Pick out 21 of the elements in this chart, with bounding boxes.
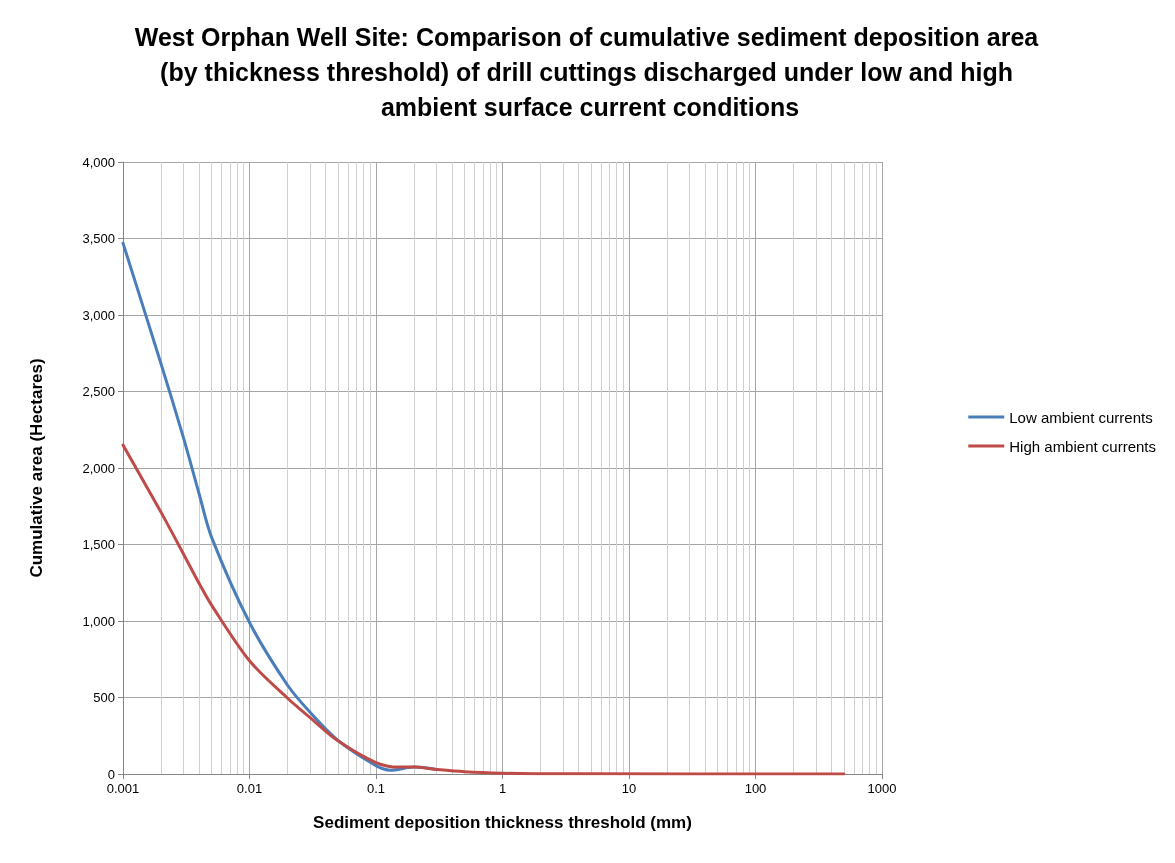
y-tick-label: 0 [107, 766, 115, 782]
y-tick-label: 1,000 [82, 613, 115, 629]
y-tick-label: 500 [93, 690, 115, 705]
y-tick-label: 2,500 [82, 384, 115, 399]
chart-title: West Orphan Well Site: Comparison of cumulative sediment deposition area (by thickness threshold) of drill cuttings discharged under low and high ambient surface current conditions [134, 22, 1046, 121]
y-tick-label: 2,000 [82, 460, 115, 476]
x-tick-label: 100 [744, 781, 767, 796]
x-axis-title: Sediment deposition thickness threshold (mm) [313, 813, 692, 832]
y-axis-title: Cumulative area (Hectares) [27, 358, 46, 578]
y-tick-label: 3,500 [82, 231, 115, 246]
legend-label: Low ambient currents [1009, 408, 1153, 426]
x-tick-label: 0.01 [236, 781, 263, 796]
x-tick-label: 0.1 [366, 781, 386, 796]
y-tick-label: 1,500 [82, 537, 115, 552]
y-tick-label: 3,000 [82, 307, 115, 323]
x-tick-label: 1 [498, 781, 507, 796]
x-tick-label: 10 [621, 781, 637, 796]
x-tick-label: 0.001 [106, 781, 140, 796]
x-tick-label: 1000 [867, 781, 897, 796]
y-tick-label: 4,000 [82, 154, 115, 170]
legend-label: High ambient currents [1009, 437, 1156, 455]
